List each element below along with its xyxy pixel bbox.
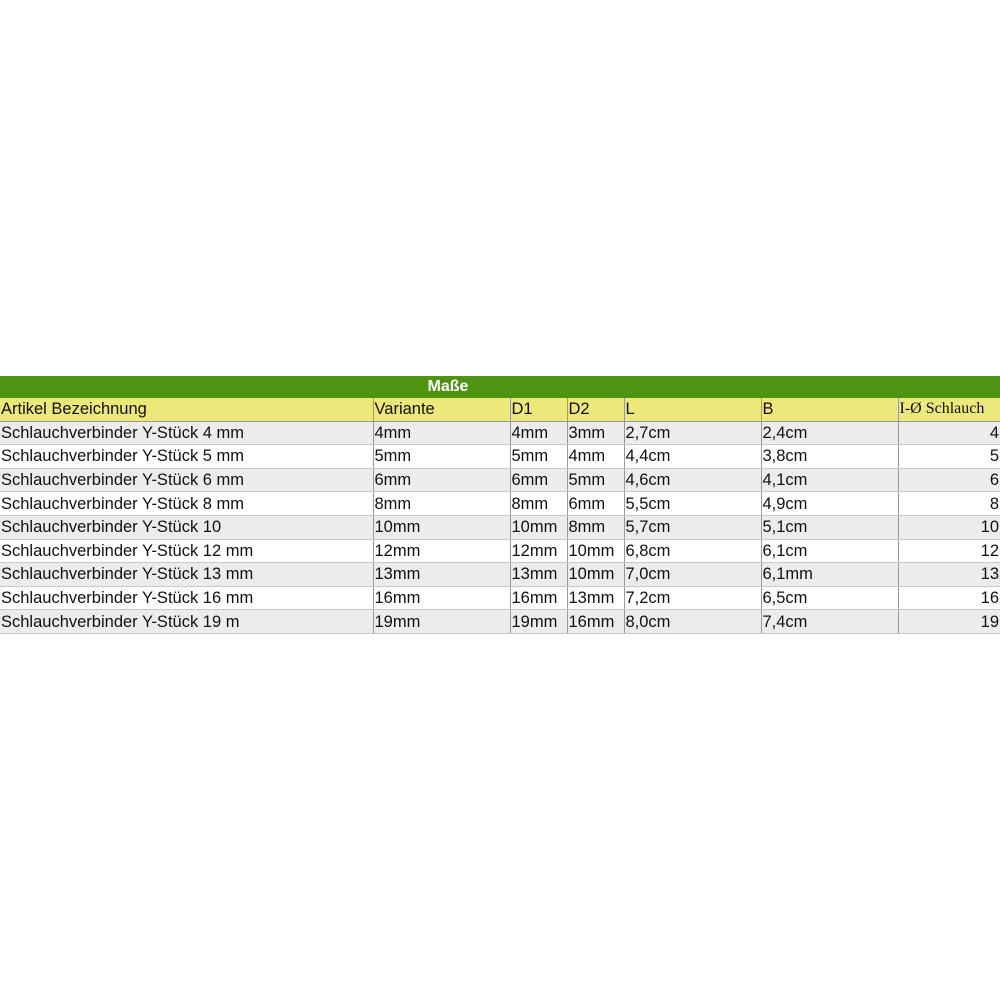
table-cell: 10mm (566, 539, 624, 564)
table-cell: 13mm (566, 586, 624, 611)
table-cell: 19mm (372, 609, 510, 634)
table-row: Schlauchverbinder Y-Stück 4 mm 4mm 4mm 3mm 2… (0, 421, 1000, 446)
table-cell: Schlauchverbinder Y-Stück 10 (0, 515, 373, 540)
header-cell: B (760, 398, 898, 422)
table-row: Schlauchverbinder Y-Stück 19 m 19mm 19mm 16… (0, 609, 1000, 634)
table-cell: 19mm (509, 609, 567, 634)
table-cell: 16mm (566, 609, 624, 634)
header-cell: Artikel Bezeichnung (0, 398, 373, 422)
table-cell: 13mm (509, 562, 567, 587)
table-row: Schlauchverbinder Y-Stück 8 mm 8mm 8mm 6mm 5… (0, 491, 1000, 516)
table-cell: 6mm (566, 491, 624, 516)
table-row: Schlauchverbinder Y-Stück 16 mm 16mm 16mm 1… (0, 586, 1000, 611)
table-row: Schlauchverbinder Y-Stück 13 mm 13mm 13mm 1… (0, 562, 1000, 587)
table-cell: 4mm (566, 444, 624, 469)
table-row: Schlauchverbinder Y-Stück 5 mm 5mm 5mm 4mm 4… (0, 444, 1000, 469)
table-cell: 6 (897, 468, 1000, 493)
table-cell: Schlauchverbinder Y-Stück 12 mm (0, 539, 373, 564)
table-cell: 3mm (566, 421, 624, 446)
table-cell: 6,5cm (760, 586, 898, 611)
table-cell: 4mm (509, 421, 567, 446)
table-cell: 12mm (509, 539, 567, 564)
table-cell: 13 (897, 562, 1000, 587)
table-cell: 16mm (509, 586, 567, 611)
table-cell: 8mm (372, 491, 510, 516)
table-cell: Schlauchverbinder Y-Stück 5 mm (0, 444, 373, 469)
table-cell: 5,1cm (760, 515, 898, 540)
header-cell: Variante (372, 398, 510, 422)
table-cell: 5mm (372, 444, 510, 469)
table-cell: 6,1mm (760, 562, 898, 587)
table-row: Schlauchverbinder Y-Stück 12 mm 12mm 12mm 1… (0, 539, 1000, 564)
table-cell: 2,7cm (623, 421, 761, 446)
table-cell: 5mm (566, 468, 624, 493)
table-cell: 7,4cm (760, 609, 898, 634)
table-cell: 8mm (509, 491, 567, 516)
table-cell: Schlauchverbinder Y-Stück 6 mm (0, 468, 373, 493)
table-cell: 10mm (566, 562, 624, 587)
table-cell: 10mm (372, 515, 510, 540)
table-title-bar: Maße (0, 376, 1000, 398)
table-cell: 10 (897, 515, 1000, 540)
table-cell: 4,6cm (623, 468, 761, 493)
header-cell: D1 (509, 398, 567, 422)
table-cell: Schlauchverbinder Y-Stück 4 mm (0, 421, 373, 446)
table-cell: 7,0cm (623, 562, 761, 587)
table-cell: 16mm (372, 586, 510, 611)
table-cell: Schlauchverbinder Y-Stück 13 mm (0, 562, 373, 587)
table-cell: 5,5cm (623, 491, 761, 516)
table-cell: Schlauchverbinder Y-Stück 8 mm (0, 491, 373, 516)
header-cell: L (623, 398, 761, 422)
header-cell: D2 (566, 398, 624, 422)
table-cell: 6,1cm (760, 539, 898, 564)
table-cell: 6mm (372, 468, 510, 493)
table-cell: 10mm (509, 515, 567, 540)
table-cell: 19 (897, 609, 1000, 634)
table-cell: 4mm (372, 421, 510, 446)
table-cell: 5mm (509, 444, 567, 469)
table-cell: 5,7cm (623, 515, 761, 540)
table-cell: Schlauchverbinder Y-Stück 16 mm (0, 586, 373, 611)
header-row: Artikel Bezeichnung Variante D1 D2 L B I… (0, 398, 1000, 422)
table-cell: 4,9cm (760, 491, 898, 516)
table-cell: 6mm (509, 468, 567, 493)
header-cell: I-Ø Schlauch (897, 398, 1000, 422)
table-cell: 2,4cm (760, 421, 898, 446)
table-cell: 6,8cm (623, 539, 761, 564)
table-cell: 12 (897, 539, 1000, 564)
table-cell: 16 (897, 586, 1000, 611)
table-cell: 7,2cm (623, 586, 761, 611)
dimensions-table-container: Maße Artikel Bezeichnung Variante D1 D2 … (0, 376, 1000, 634)
table-cell: 4 (897, 421, 1000, 446)
table-row: Schlauchverbinder Y-Stück 10 10mm 10mm 8mm 5… (0, 515, 1000, 540)
table-cell: 8,0cm (623, 609, 761, 634)
table-cell: 4,1cm (760, 468, 898, 493)
table-cell: 13mm (372, 562, 510, 587)
table-cell: 8mm (566, 515, 624, 540)
table-cell: 4,4cm (623, 444, 761, 469)
table-cell: Schlauchverbinder Y-Stück 19 m (0, 609, 373, 634)
table-cell: 12mm (372, 539, 510, 564)
dimensions-table: Artikel Bezeichnung Variante D1 D2 L B I… (0, 398, 1000, 634)
table-title: Maße (427, 378, 469, 395)
table-cell: 5 (897, 444, 1000, 469)
table-cell: 3,8cm (760, 444, 898, 469)
table-cell: 8 (897, 491, 1000, 516)
table-row: Schlauchverbinder Y-Stück 6 mm 6mm 6mm 5mm 4… (0, 468, 1000, 493)
